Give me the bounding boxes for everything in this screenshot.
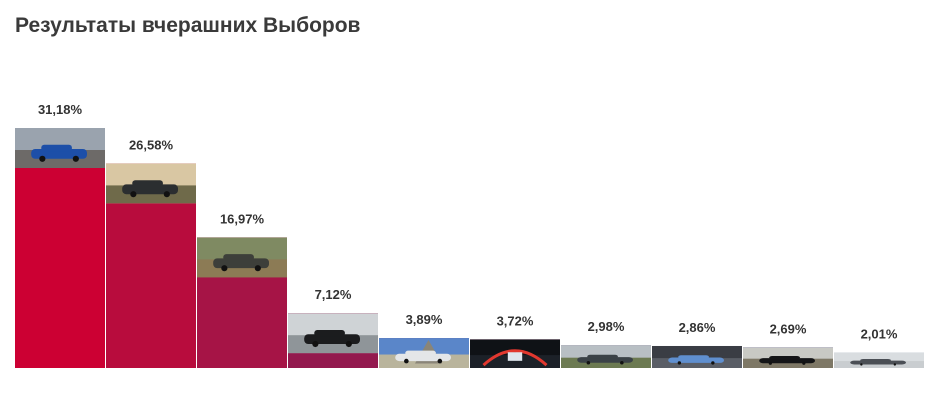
bar-group: 3,72% xyxy=(470,313,560,368)
bar-value-label: 3,89% xyxy=(406,312,443,327)
dark-sedan-field-photo[interactable] xyxy=(561,345,651,368)
dark-sedan-outdoor-photo[interactable] xyxy=(106,163,196,204)
bar-group: 31,18% xyxy=(15,102,105,368)
bar-value-label: 2,69% xyxy=(770,321,807,336)
bar-group: 26,58% xyxy=(106,137,196,368)
bar-value-label: 2,98% xyxy=(588,319,625,334)
bar-value-label: 31,18% xyxy=(38,102,83,117)
bar-value-label: 16,97% xyxy=(220,211,265,226)
bar-value-label: 26,58% xyxy=(129,137,174,152)
bar-value-label: 2,01% xyxy=(861,327,898,342)
blue-sports-car-photo[interactable] xyxy=(15,128,105,168)
suv-near-monument-photo[interactable] xyxy=(379,338,469,368)
page-title: Результаты вчерашних Выборов xyxy=(15,14,361,37)
bar-group: 7,12% xyxy=(288,287,378,368)
bar-group: 16,97% xyxy=(197,211,287,368)
child-in-car-seat-photo[interactable] xyxy=(652,345,742,368)
bar-group: 2,01% xyxy=(834,327,924,368)
bar-group: 2,69% xyxy=(743,321,833,368)
offroad-truck-mud-photo[interactable] xyxy=(197,237,287,278)
black-audi-suv-photo[interactable] xyxy=(743,347,833,368)
black-suv-parking-photo[interactable] xyxy=(288,313,378,354)
bar-value-label: 7,12% xyxy=(315,287,352,302)
suv-winter-photo[interactable] xyxy=(834,352,924,368)
bar-group: 3,89% xyxy=(379,312,469,368)
bar-value-label: 3,72% xyxy=(497,313,534,328)
bar-value-label: 2,86% xyxy=(679,320,716,335)
car-dashboard-photo[interactable] xyxy=(470,339,560,368)
bar-group: 2,86% xyxy=(652,320,742,368)
bar-group: 2,98% xyxy=(561,319,651,368)
